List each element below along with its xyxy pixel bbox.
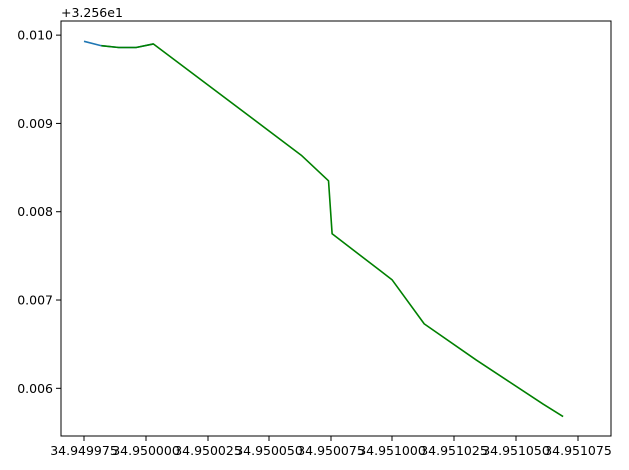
x-tick-label: 34.949975 (50, 443, 118, 458)
series-line-2 (101, 43, 564, 418)
y-tick-label: 0.008 (17, 204, 53, 219)
series-layer (83, 40, 564, 418)
x-tick-label: 34.950000 (112, 443, 180, 458)
x-tick-label: 34.951050 (482, 443, 550, 458)
x-tick-label: 34.951075 (544, 443, 612, 458)
tick-layer: 34.94997534.95000034.95002534.95005034.9… (17, 28, 612, 458)
y-axis-offset-label: +3.256e1 (61, 5, 123, 20)
x-tick-label: 34.951000 (358, 443, 426, 458)
x-tick-label: 34.950025 (174, 443, 242, 458)
y-tick-label: 0.010 (17, 28, 53, 43)
x-tick-label: 34.951025 (420, 443, 488, 458)
y-tick-label: 0.007 (17, 293, 53, 308)
y-tick-label: 0.006 (17, 381, 53, 396)
plot-frame (60, 20, 612, 437)
y-tick-label: 0.009 (17, 116, 53, 131)
x-tick-label: 34.950075 (297, 443, 365, 458)
x-tick-label: 34.950050 (235, 443, 303, 458)
